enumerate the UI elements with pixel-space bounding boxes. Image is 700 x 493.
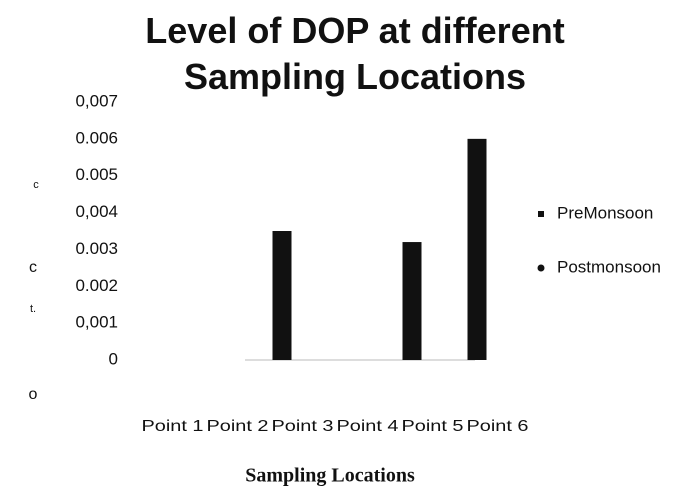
legend-label: Postmonsoon — [557, 257, 661, 276]
y-tick-label: 0.003 — [75, 239, 118, 258]
x-tick-label: Point 2 — [207, 418, 269, 435]
x-tick-label: Point 1 — [142, 418, 204, 435]
legend-marker — [537, 264, 545, 272]
x-axis-label: Sampling Locations — [245, 465, 415, 487]
y-tick-label: 0,004 — [75, 202, 118, 221]
legend-marker — [538, 211, 544, 217]
chart-title: Level of DOP at different Sampling Locat… — [145, 10, 565, 97]
x-tick-label: Point 3 — [272, 418, 334, 435]
y-axis-label: t. — [30, 303, 36, 315]
x-tick-label: Point 5 — [402, 418, 464, 435]
x-tick-label: Point 4 — [337, 418, 399, 435]
y-tick-label: 0,001 — [75, 313, 118, 332]
legend-label: PreMonsoon — [557, 203, 653, 222]
y-tick-label: 0.002 — [75, 276, 118, 295]
y-tick-label: 0 — [109, 349, 118, 368]
y-axis-label: o — [29, 386, 38, 403]
y-axis-label: c — [29, 259, 37, 276]
bar — [467, 138, 487, 360]
y-tick-label: 0.006 — [75, 128, 118, 147]
bar — [272, 231, 292, 360]
y-tick-label: 0.005 — [75, 165, 118, 184]
y-tick-label: 0,007 — [75, 91, 118, 110]
x-tick-label: Point 6 — [467, 418, 529, 435]
bar — [402, 242, 422, 360]
y-axis-label: c — [33, 179, 39, 191]
